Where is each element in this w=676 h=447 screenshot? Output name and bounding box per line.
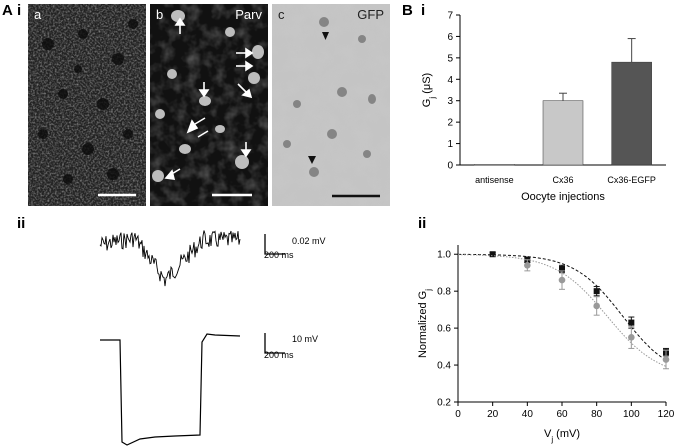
panel-label-B: B [402,2,413,19]
data-point-square [559,266,565,273]
line-x-tick-label: 60 [556,409,568,420]
bar-y-tick-label: 0 [447,161,453,172]
line-x-tick-label: 40 [522,409,534,420]
micrograph-b-image [150,4,268,206]
line-y-tick-label: 0.4 [437,361,451,372]
micrograph-b: b Parv [150,4,268,206]
data-point-square [489,251,496,258]
voltage-traces [99,230,285,446]
bar-x-axis-label: Oocyte injections [521,191,605,203]
micrograph-a-letter: a [34,7,42,22]
line-y-tick-label: 0.2 [437,398,451,409]
bar-y-tick-label: 1 [447,139,453,150]
line-chart: 0.2 0.4 0.6 0.8 1.0 0 20 40 60 80 100 120 Vj (mV) Nor… [417,245,675,444]
data-point-circle [593,302,600,310]
bar-cx36-egfp [611,61,652,166]
micrograph-a: a [28,4,146,206]
bar-category-label: antisense [475,175,514,185]
bar-y-tick-label: 2 [447,118,453,129]
bar-y-axis-label: Gj (μS) [421,73,437,107]
bar-y-tick-label: 5 [447,53,453,64]
line-y-tick-label: 1.0 [437,250,451,261]
junctional-potential-trace [99,230,241,287]
bottom-scale-time: 200 ms [264,350,294,360]
micrograph-c: c GFP [272,4,390,206]
bar-y-tick-label: 3 [447,96,453,107]
micrograph-b-stain: Parv [235,7,262,22]
bottom-scale-voltage: 10 mV [292,334,319,344]
top-scale-voltage: 0.02 mV [292,236,326,246]
line-y-tick-label: 0.8 [437,287,451,298]
bar-antisense [474,164,515,166]
line-x-tick-label: 80 [591,409,603,420]
panel-label-B-ii: ii [418,215,427,232]
panel-label-A: A [2,2,13,19]
line-x-tick-label: 120 [658,409,675,420]
line-y-axis-label: Normalized Gj [417,289,433,358]
data-point-circle [524,262,531,269]
top-scale-bar [264,234,285,255]
data-point-circle [628,334,635,341]
step-current-trace [100,333,241,446]
panel-label-A-i: i [17,2,22,19]
bar-category-label: Cx36-EGFP [607,175,656,185]
line-x-tick-label: 100 [623,409,640,420]
bar-category-label: Cx36 [552,175,573,185]
panel-label-B-i: i [421,2,426,19]
data-point-circle [662,356,670,363]
line-x-tick-label: 0 [455,409,461,420]
panel-label-A-ii: ii [17,215,26,232]
micrograph-c-image [272,4,390,206]
data-point-square [628,319,635,326]
bar-y-tick-label: 7 [447,11,453,22]
data-point-circle [558,276,566,284]
micrograph-c-stain: GFP [357,7,384,22]
line-y-tick-label: 0.6 [437,324,451,335]
top-scale-time: 200 ms [264,250,294,260]
bar-y-tick-label: 6 [447,32,453,43]
micrograph-c-letter: c [278,7,285,22]
micrograph-b-letter: b [156,7,164,22]
bar-cx36 [542,100,584,166]
line-x-axis-label: Vj (mV) [544,428,580,444]
bottom-scale-bar [264,333,285,354]
line-x-tick-label: 20 [487,409,499,420]
micrograph-a-image [28,4,146,206]
data-point-square [593,288,600,295]
bar-y-tick-label: 4 [447,75,453,86]
